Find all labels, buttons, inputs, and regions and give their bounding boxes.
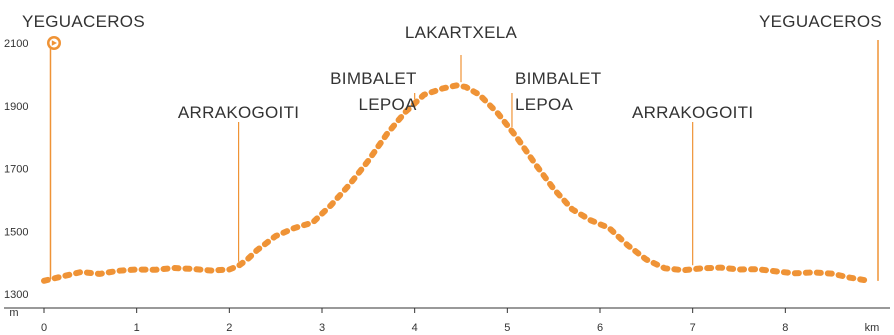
- labels-group: YEGUACEROS ARRAKOGOITI BIMBALET LEPOA LAKART…: [22, 12, 882, 122]
- waypoint-label: BIMBALET: [330, 69, 416, 88]
- profile-line: [41, 82, 872, 284]
- x-tick-label: 1: [134, 322, 140, 334]
- waypoints-group: [49, 40, 879, 281]
- waypoint-label: LEPOA: [358, 95, 417, 114]
- x-tick-label: 8: [782, 322, 788, 334]
- x-tick-label: 3: [319, 322, 325, 334]
- waypoint-label: ARRAKOGOITI: [178, 103, 299, 122]
- x-tick-label: 2: [226, 322, 232, 334]
- waypoint-label: BIMBALET: [515, 69, 601, 88]
- y-tick-label: 1300: [4, 289, 28, 301]
- x-tick-label: 0: [41, 322, 47, 334]
- y-tick-label: 2100: [4, 38, 28, 50]
- x-tick-label: 4: [412, 322, 418, 334]
- y-tick-label: 1700: [4, 164, 28, 176]
- x-tick-label: 6: [597, 322, 603, 334]
- x-tick-label: 7: [690, 322, 696, 334]
- waypoint-label: LAKARTXELA: [405, 23, 518, 42]
- y-axis-unit: m: [9, 307, 18, 319]
- axes-group: 0 1 2 3 4 5 6 7 8 km 1300 1500 1700 1900 2100 m: [4, 38, 890, 334]
- waypoint-label: YEGUACEROS: [22, 12, 145, 31]
- profile-line-group: [41, 82, 872, 284]
- y-tick-label: 1900: [4, 101, 28, 113]
- waypoint-label: LEPOA: [515, 95, 574, 114]
- x-axis-unit: km: [865, 322, 880, 334]
- waypoint-label: ARRAKOGOITI: [632, 103, 753, 122]
- y-tick-label: 1500: [4, 226, 28, 238]
- x-tick-label: 5: [504, 322, 510, 334]
- play-icon: [51, 40, 57, 46]
- waypoint-label: YEGUACEROS: [759, 12, 882, 31]
